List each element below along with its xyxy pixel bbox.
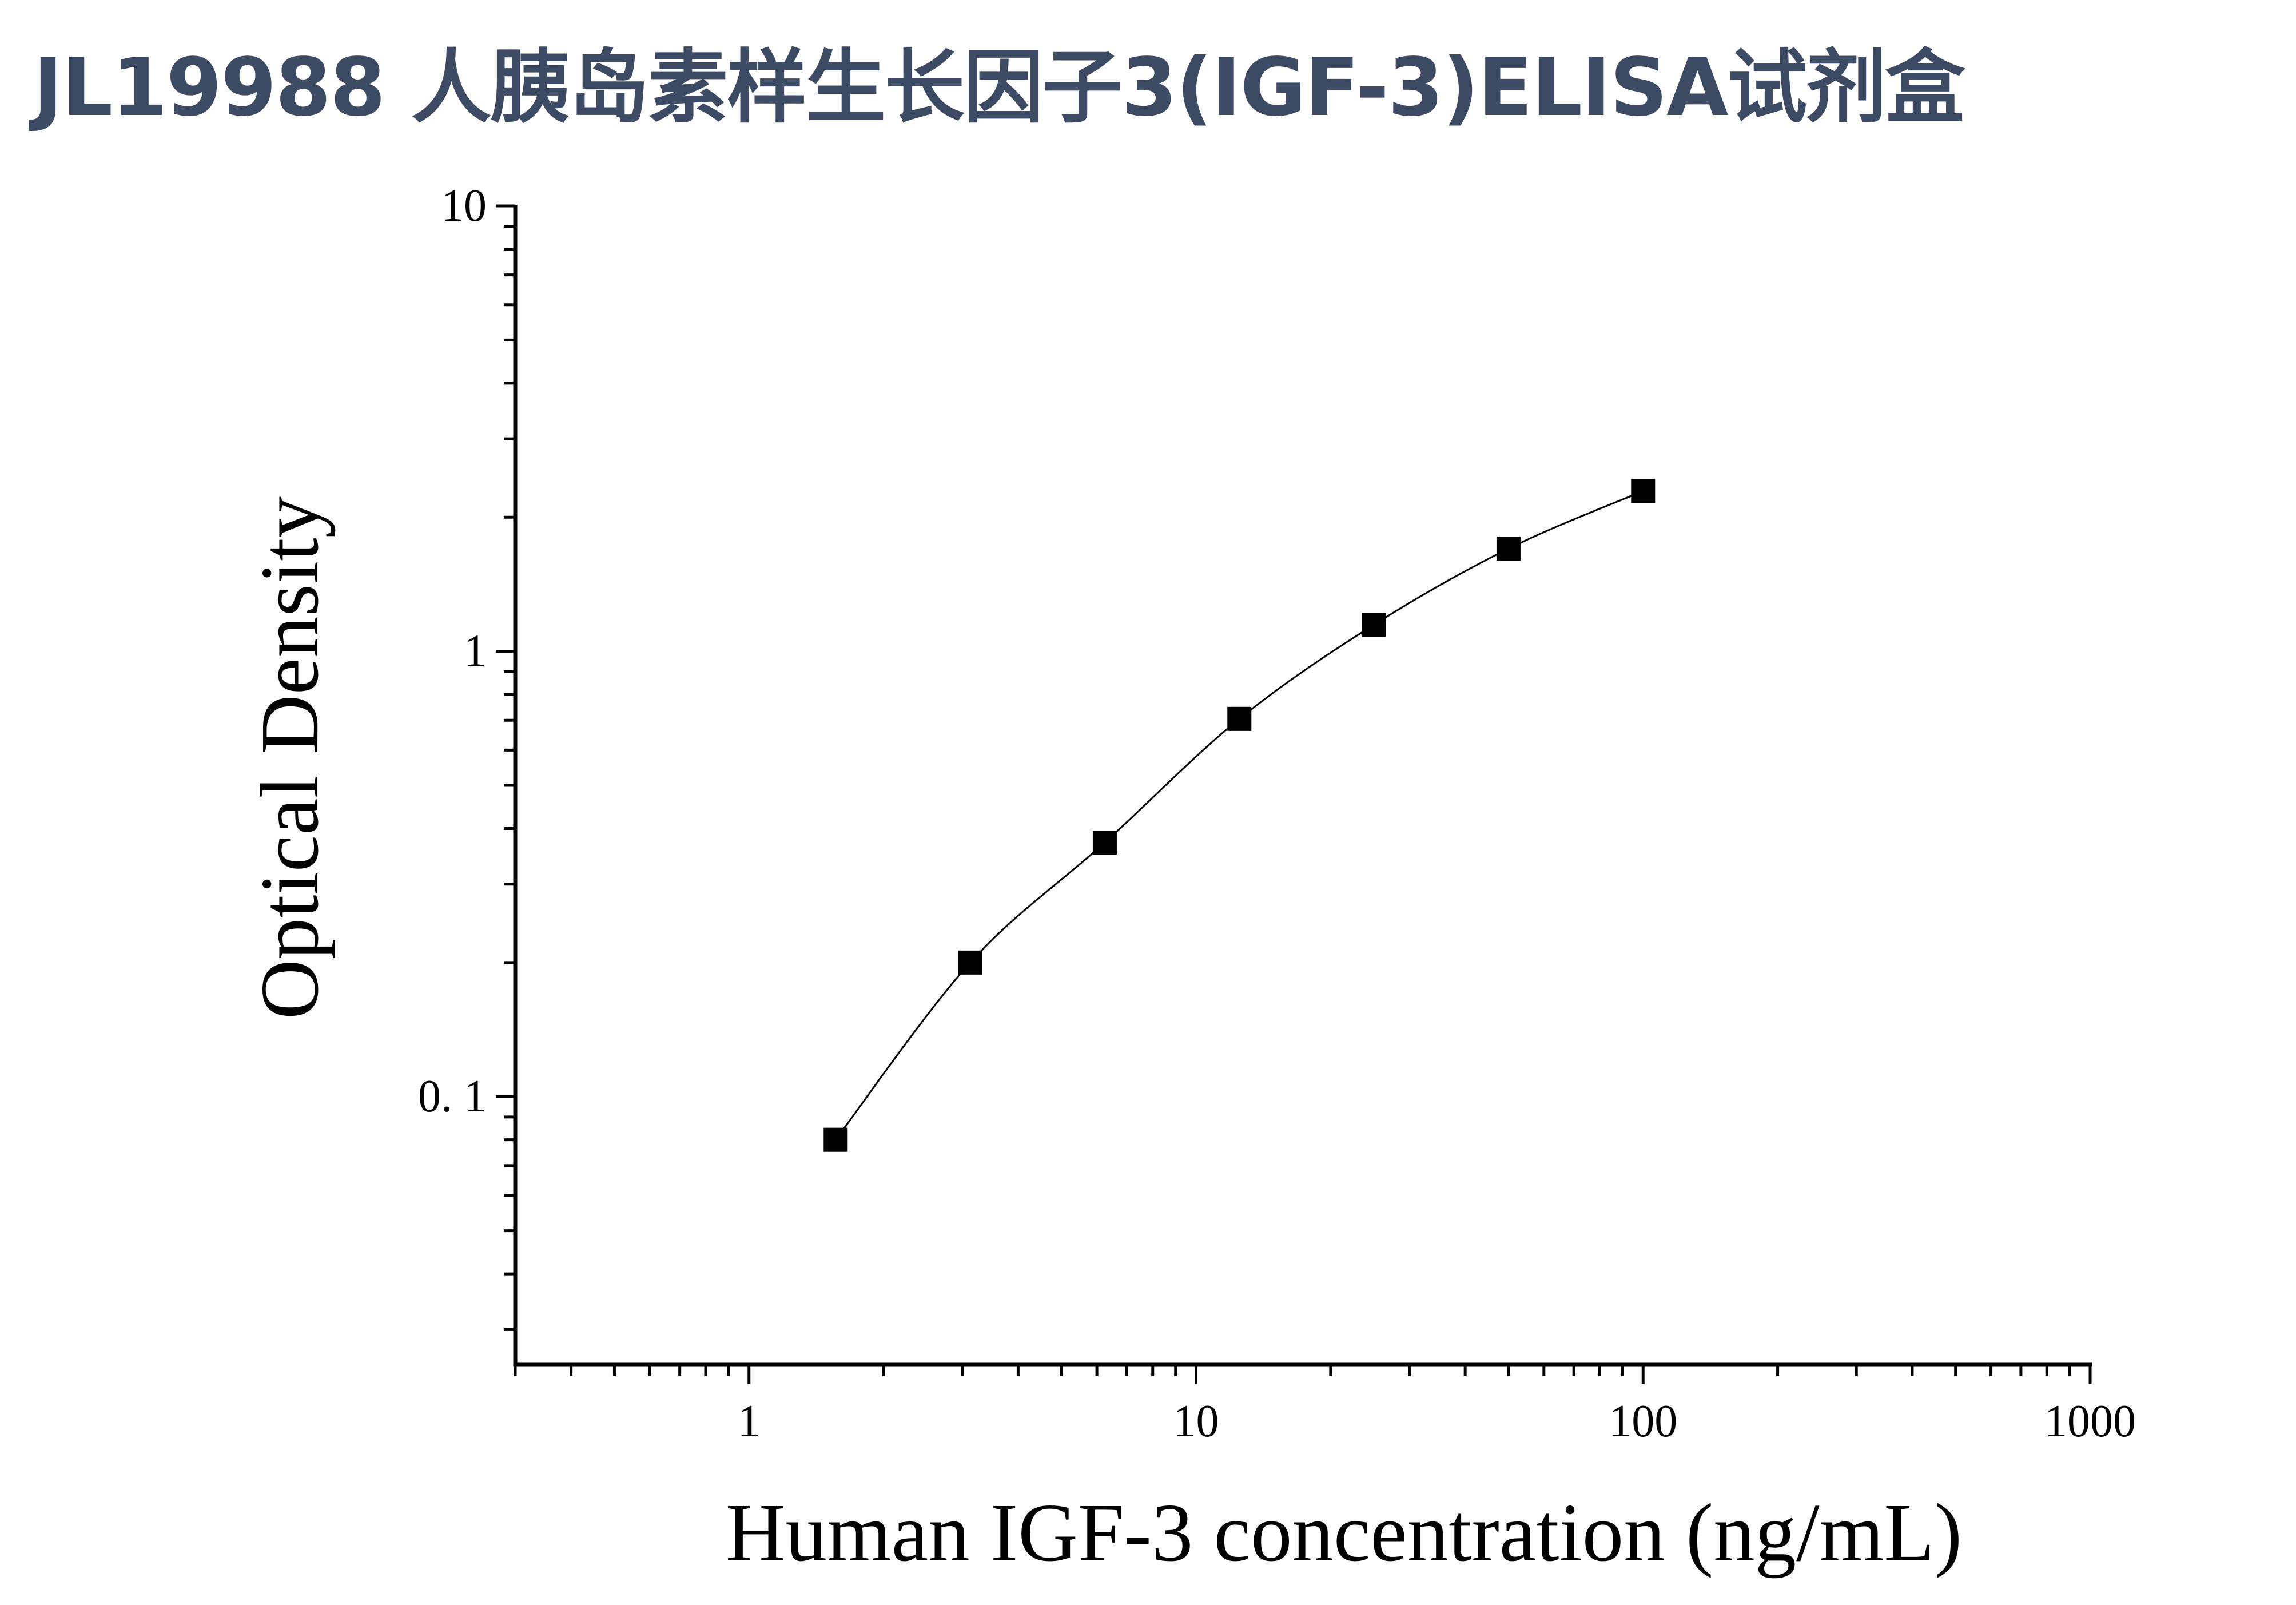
data-point	[823, 1127, 848, 1152]
data-point	[1362, 613, 1386, 637]
data-point	[1092, 830, 1117, 855]
y-tick-label: 1	[464, 626, 487, 677]
y-axis-label: Optical Density	[244, 496, 336, 1019]
data-point	[1631, 479, 1656, 503]
data-points	[823, 479, 1656, 1152]
fit-curve	[835, 490, 1644, 1141]
y-tick-label: 10	[441, 181, 487, 231]
x-axis-label: Human IGF-3 concentration (ng/mL)	[726, 1487, 1962, 1579]
x-tick-label: 1000	[2044, 1396, 2136, 1447]
chart-title: JL19988 人胰岛素样生长因子3(IGF-3)ELISA试剂盒	[33, 41, 1965, 134]
ticks: 0. 1 1 10 1 10 100 1000	[418, 181, 2136, 1447]
y-tick-label: 0. 1	[418, 1071, 487, 1122]
data-point	[1227, 706, 1252, 731]
x-tick-label: 100	[1609, 1396, 1677, 1447]
x-tick-label: 1	[738, 1396, 761, 1447]
axes	[513, 205, 2092, 1367]
data-point	[1496, 537, 1521, 561]
data-point	[958, 950, 982, 975]
x-tick-label: 10	[1173, 1396, 1219, 1447]
